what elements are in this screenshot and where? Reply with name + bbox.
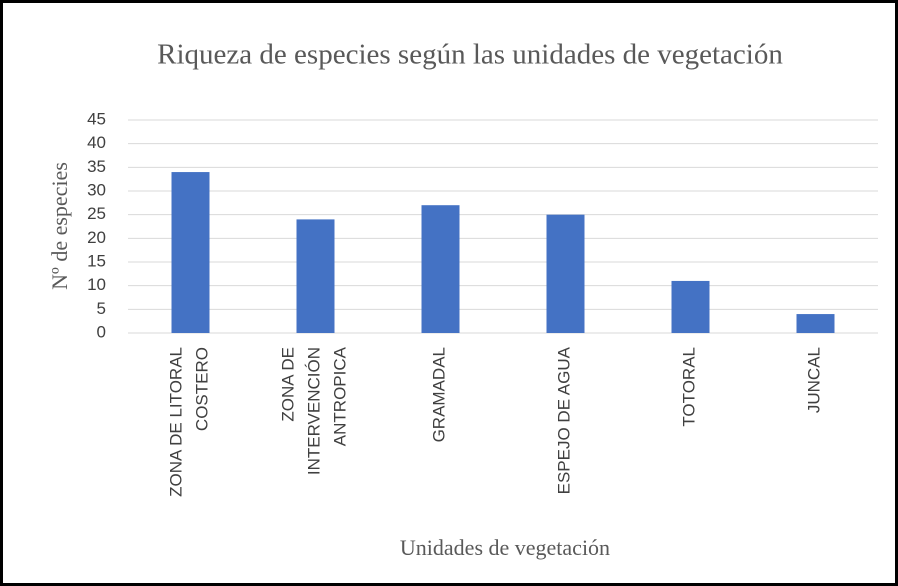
- y-tick-label: 45: [87, 109, 106, 128]
- x-tick-label: ZONA DE LITORAL COSTERO: [167, 347, 212, 497]
- y-tick-label: 40: [87, 133, 106, 152]
- chart-title: Riqueza de especies según las unidades d…: [157, 39, 783, 71]
- x-tick-label-line: GRAMADAL: [430, 347, 449, 442]
- y-tick-label: 5: [97, 299, 106, 318]
- x-tick-label: TOTORAL: [680, 347, 699, 427]
- x-tick-label-line: COSTERO: [193, 347, 212, 431]
- bar: [171, 172, 210, 333]
- y-tick-label: 30: [87, 180, 106, 199]
- x-tick-label: GRAMADAL: [430, 347, 449, 442]
- y-tick-label: 35: [87, 157, 106, 176]
- y-tick-label: 20: [87, 228, 106, 247]
- y-axis-label: Nº de especies: [47, 162, 72, 290]
- x-tick-label-line: ESPEJO DE AGUA: [555, 346, 574, 494]
- bar: [796, 314, 835, 333]
- x-tick-label: ESPEJO DE AGUA: [555, 346, 574, 494]
- y-tick-label: 0: [97, 322, 106, 341]
- y-tick-label: 25: [87, 204, 106, 223]
- x-tick-label-line: ANTROPICA: [331, 346, 350, 446]
- x-tick-label: ZONA DE INTERVENCIÓN ANTROPICA: [279, 346, 350, 475]
- y-tick-label: 10: [87, 275, 106, 294]
- x-tick-label-line: ZONA DE: [279, 347, 298, 422]
- x-tick-label: JUNCAL: [805, 347, 824, 413]
- bar: [421, 205, 460, 333]
- x-axis-label: Unidades de vegetación: [400, 535, 610, 560]
- y-tick-label: 15: [87, 251, 106, 270]
- x-tick-label-line: JUNCAL: [805, 347, 824, 413]
- x-tick-label-line: INTERVENCIÓN: [305, 347, 324, 475]
- bar: [546, 214, 585, 333]
- x-tick-label-line: TOTORAL: [680, 347, 699, 427]
- x-tick-label-line: ZONA DE LITORAL: [167, 347, 186, 497]
- bar: [671, 280, 710, 333]
- bar: [296, 219, 335, 333]
